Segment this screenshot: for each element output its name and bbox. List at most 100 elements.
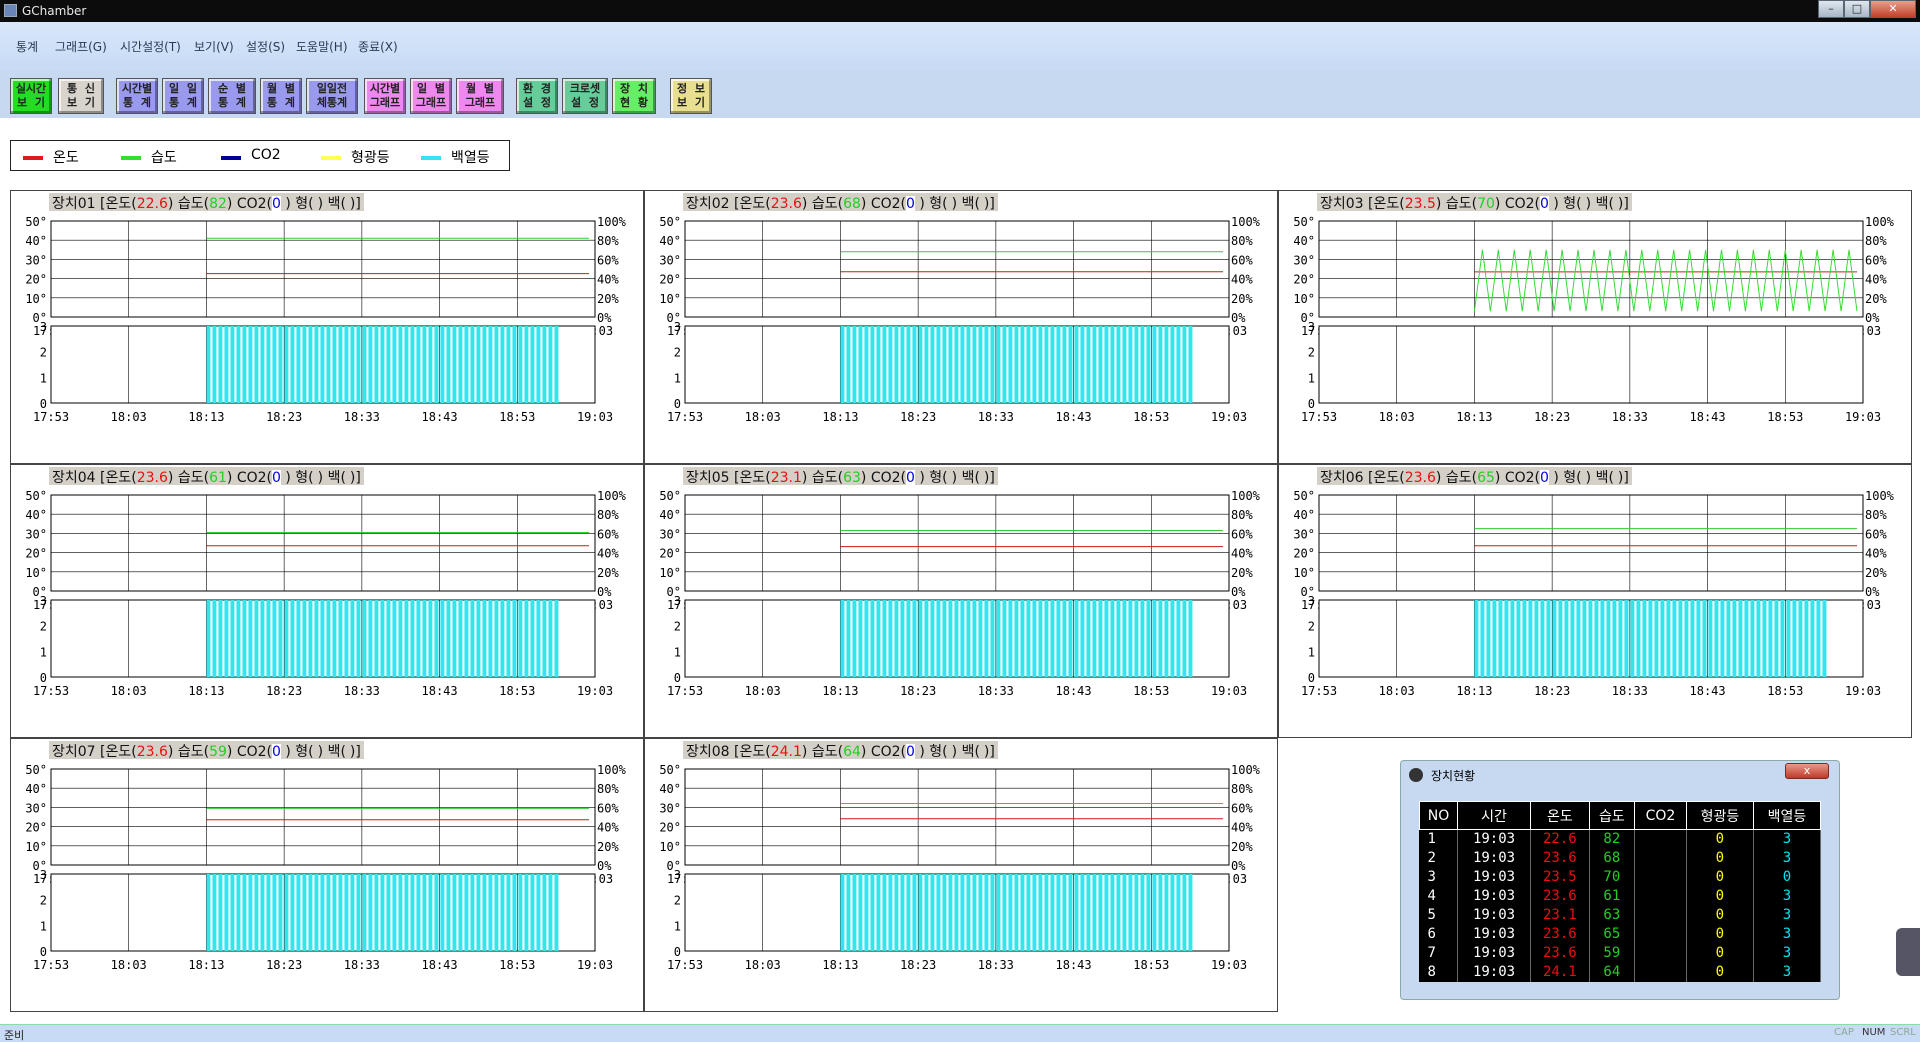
incandescent-bar (1086, 874, 1091, 951)
incandescent-bar (912, 874, 917, 951)
toolbar-button-2[interactable]: 시간별 통 계 (116, 78, 158, 114)
incandescent-bar (1756, 600, 1761, 677)
incandescent-bar (386, 874, 391, 951)
incandescent-bar (1014, 600, 1019, 677)
toolbar-button-8[interactable]: 일 별 그래프 (410, 78, 452, 114)
hum-tick-label: 80% (1231, 234, 1253, 248)
menu-exit[interactable]: 종료(X) (358, 40, 398, 54)
hum-tick-label: 60% (1231, 253, 1253, 267)
state-tick-label: 0 (40, 397, 47, 411)
incandescent-bar (1062, 326, 1067, 403)
temp-tick-label: 10° (25, 566, 47, 580)
legend: 온도 습도 CO2 형광등 백열등 (10, 140, 510, 171)
temp-tick-label: 0° (1301, 311, 1315, 325)
menu-stats[interactable]: 통계 (16, 40, 39, 54)
incandescent-bar (1092, 600, 1097, 677)
incandescent-bar (906, 326, 911, 403)
toolbar-button-11[interactable]: 크로셋 설 정 (562, 78, 608, 114)
temp-tick-label: 10° (659, 566, 681, 580)
device-status-window[interactable]: 장치현황 x NO 시간 온도 습도 CO2 형광등 백열등 1 19:03 22.6 82 0 3 2… (1400, 760, 1840, 1000)
incandescent-bar (1080, 600, 1085, 677)
menu-settings[interactable]: 설정(S) (246, 40, 286, 54)
temp-tick-label: 20° (659, 273, 681, 287)
hum-tick-label: 80% (1231, 782, 1253, 796)
device-title: 장치05 [온도(23.1) 습도(63) CO2(0 ) 형() 백()] (683, 467, 998, 486)
close-button[interactable]: ✕ (1870, 0, 1916, 18)
toolbar-button-1[interactable]: 통 신 보 기 (58, 78, 104, 114)
incandescent-bar (386, 600, 391, 677)
hum-tick-label: 0% (597, 311, 612, 325)
time-tick-label: 18:23 (900, 958, 936, 972)
minimize-button[interactable]: – (1818, 0, 1844, 18)
incandescent-bar (1714, 600, 1719, 677)
temp-tick-label: 0° (667, 859, 681, 873)
hum-tick-label: 0% (1231, 859, 1246, 873)
temp-tick-label: 20° (25, 547, 47, 561)
incandescent-bar (362, 600, 367, 677)
incandescent-bar (1498, 600, 1503, 677)
incandescent-bar (1170, 600, 1175, 677)
toolbar-button-3[interactable]: 일 일 통 계 (162, 78, 204, 114)
device-panel-5: 50° 40° 30° 20° 10° 0° 100% 80% 60% 40% 20% 0% 17:53… (644, 464, 1278, 738)
paren: ( (308, 470, 314, 486)
toolbar-button-7[interactable]: 시간별 그래프 (364, 78, 406, 114)
incandescent-bar (326, 874, 331, 951)
hum-tick-label: 40% (1231, 273, 1253, 287)
device-name: 장치03 (1320, 196, 1364, 212)
temp-tick-label: 50° (659, 215, 681, 229)
incandescent-bar (1726, 600, 1731, 677)
temp-tick-label: 50° (659, 763, 681, 777)
state-tick-label: 2 (674, 620, 681, 634)
toolbar-button-13[interactable]: 정 보 보 기 (670, 78, 712, 114)
toolbar-button-5[interactable]: 월 별 통 계 (260, 78, 302, 114)
menu-view[interactable]: 보기(V) (194, 40, 234, 54)
incandescent-bar (858, 326, 863, 403)
bracket-open: [ (729, 470, 740, 486)
incandescent-bar (846, 326, 851, 403)
incandescent-bar (434, 600, 439, 677)
incandescent-bar (542, 874, 547, 951)
menu-graph[interactable]: 그래프(G) (55, 40, 107, 54)
toolbar-button-6[interactable]: 일일전 체통계 (306, 78, 358, 114)
incandescent-bar (392, 326, 397, 403)
hum-tick-label: 100% (1865, 215, 1895, 229)
toolbar-button-9[interactable]: 월 별 그래프 (456, 78, 504, 114)
incandescent-bar (488, 874, 493, 951)
maximize-button[interactable]: □ (1844, 0, 1870, 18)
incandescent-bar (1146, 326, 1151, 403)
scrl-indicator: SCRL (1890, 1027, 1916, 1038)
incandescent-bar (494, 600, 499, 677)
incandescent-bar (948, 874, 953, 951)
table-cell: 8 (1419, 962, 1459, 982)
toolbar-button-4[interactable]: 순 별 통 계 (208, 78, 256, 114)
incandescent-bar (296, 600, 301, 677)
incandescent-bar (452, 326, 457, 403)
status-window-close-button[interactable]: x (1785, 763, 1829, 779)
incandescent-bar (266, 874, 271, 951)
toolbar-button-10[interactable]: 환 경 설 정 (516, 78, 558, 114)
hum-tick-label: 60% (597, 253, 619, 267)
toolbar-button-12[interactable]: 장 치 현 황 (612, 78, 656, 114)
incandescent-bar (302, 600, 307, 677)
state-tick-label: 3 (1308, 320, 1315, 334)
temp-tick-label: 20° (1293, 273, 1315, 287)
hum-tick-label: 60% (1231, 801, 1253, 815)
toolbar-button-0[interactable]: 실시간 보 기 (10, 78, 52, 114)
device-chart: 50° 40° 30° 20° 10° 0° 100% 80% 60% 40% 20% 0% 17:53… (659, 489, 1260, 698)
incandescent-bar (906, 600, 911, 677)
table-cell: 68 (1589, 848, 1635, 868)
incandescent-bar (1080, 874, 1085, 951)
paren: )] (983, 196, 995, 212)
incandescent-bar (482, 326, 487, 403)
side-panel-tab[interactable] (1896, 928, 1920, 976)
table-cell: 19:03 (1457, 943, 1532, 963)
time-tick-label: 18:43 (1690, 410, 1726, 424)
incandescent-bar (1026, 326, 1031, 403)
incandescent-bar (1480, 600, 1485, 677)
menu-help[interactable]: 도움말(H) (296, 40, 348, 54)
menu-time-setting[interactable]: 시간설정(T) (120, 40, 181, 54)
temp-value: 23.5 (1404, 196, 1436, 212)
incandescent-bar (1188, 874, 1193, 951)
time-tick-label: 18:53 (499, 684, 535, 698)
temp-label: 온도 (105, 470, 132, 486)
